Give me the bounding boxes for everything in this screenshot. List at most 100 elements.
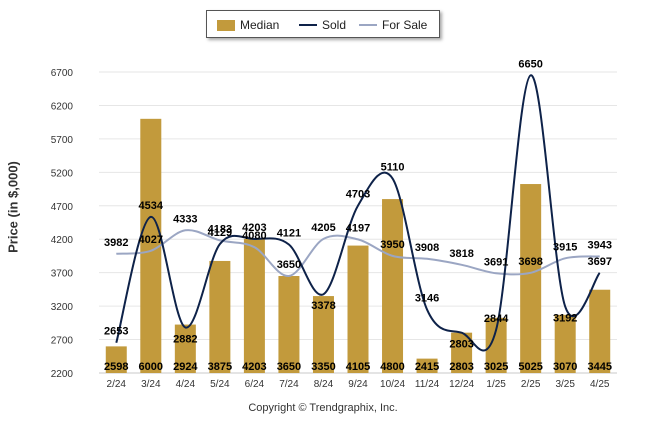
median-bar [278, 276, 300, 373]
y-axis-title: Price (in $,000) [6, 161, 21, 253]
y-tick-label: 2700 [51, 336, 74, 347]
median-data-label: 6000 [139, 361, 163, 373]
legend-label-forsale: For Sale [382, 18, 428, 32]
series-lines [115, 74, 601, 352]
sold-data-label: 4703 [346, 189, 370, 201]
median-bar [105, 346, 127, 373]
forsale-data-label: 4333 [173, 213, 197, 225]
x-tick-label: 8/24 [314, 379, 334, 390]
sold-data-label: 3378 [311, 300, 335, 312]
legend-item-forsale: For Sale [359, 11, 427, 39]
sold-data-label: 3146 [415, 293, 439, 305]
legend-swatch-forsale [359, 24, 377, 26]
legend-label-sold: Sold [322, 18, 347, 32]
sold-data-label: 4121 [277, 228, 301, 240]
median-bar [589, 289, 611, 373]
x-tick-label: 4/25 [590, 379, 610, 390]
legend-label-median: Median [240, 18, 280, 32]
y-axis-title-text: Price (in $,000) [5, 161, 21, 253]
x-tick-label: 7/24 [279, 379, 299, 390]
sold-data-label: 2844 [484, 313, 509, 325]
sold-data-label: 2653 [104, 326, 128, 338]
y-tick-label: 6200 [51, 101, 74, 112]
forsale-data-label: 3818 [449, 248, 473, 260]
median-data-label: 2598 [104, 361, 128, 373]
forsale-data-label: 3650 [277, 259, 301, 271]
sold-data-label: 2803 [449, 339, 473, 351]
median-data-label: 3350 [311, 361, 335, 373]
median-data-label: 2924 [173, 361, 198, 373]
forsale-data-label: 4205 [311, 222, 335, 234]
sold-data-label: 3192 [553, 313, 577, 325]
legend-item-median: Median [217, 11, 279, 39]
x-tick-label: 9/24 [348, 379, 368, 390]
median-data-label: 2803 [449, 361, 473, 373]
median-bar [174, 324, 196, 373]
sold-data-label: 2882 [173, 333, 197, 345]
forsale-data-label: 4183 [208, 223, 232, 235]
y-axis: 2200 2700 3200 3700 4200 4700 5200 5700 6200 6700 [51, 68, 74, 380]
y-tick-label: 3200 [51, 302, 74, 313]
y-tick-label: 4200 [51, 235, 74, 246]
legend-swatch-sold [299, 24, 317, 26]
y-tick-label: 5700 [51, 135, 74, 146]
forsale-data-label: 4027 [139, 234, 163, 246]
sold-data-label: 4129 [208, 227, 232, 239]
x-tick-label: 1/25 [486, 379, 506, 390]
median-data-label: 3025 [484, 361, 508, 373]
forsale-data-label: 3908 [415, 242, 439, 254]
median-bar [451, 332, 473, 373]
median-bar [347, 245, 369, 373]
y-tick-label: 5200 [51, 168, 74, 179]
legend-swatch-median [217, 19, 235, 31]
median-bar [554, 314, 576, 373]
median-data-label: 3650 [277, 361, 301, 373]
median-bar [140, 118, 162, 373]
copyright-text: Copyright © Trendgraphix, Inc. [248, 402, 398, 414]
x-tick-label: 3/24 [141, 379, 161, 390]
median-bar [209, 260, 231, 373]
x-axis: 2/24 3/24 4/24 5/24 6/24 7/24 8/24 9/24 10/24 11/… [107, 379, 610, 390]
sold-data-label: 6650 [518, 58, 542, 70]
x-tick-label: 6/24 [245, 379, 265, 390]
forsale-line [116, 229, 600, 277]
median-data-label: 5025 [518, 361, 542, 373]
x-tick-label: 3/25 [555, 379, 575, 390]
median-bar [520, 184, 542, 373]
forsale-data-label: 4197 [346, 222, 370, 234]
data-labels: 2598 6000 2924 3875 4203 3650 3350 4105 4800 2415… [104, 58, 612, 373]
sold-data-label: 4534 [139, 200, 164, 212]
sold-data-label: 5110 [381, 161, 405, 173]
median-data-label: 3070 [553, 361, 577, 373]
y-tick-label: 4700 [51, 202, 74, 213]
y-tick-label: 3700 [51, 269, 74, 280]
legend: Median Sold For Sale [206, 10, 440, 38]
forsale-data-label: 3943 [587, 239, 611, 251]
legend-item-sold: Sold [299, 11, 346, 39]
forsale-data-label: 3691 [484, 256, 508, 268]
sold-data-label: 3697 [587, 256, 611, 268]
median-bars [105, 118, 611, 373]
y-tick-label: 2200 [51, 369, 74, 380]
median-bar [312, 296, 334, 373]
x-tick-label: 5/24 [210, 379, 230, 390]
median-bar [243, 239, 265, 373]
forsale-data-label: 3915 [553, 241, 577, 253]
median-data-label: 4203 [242, 361, 266, 373]
x-tick-label: 11/24 [415, 379, 440, 390]
forsale-data-label: 3698 [518, 256, 542, 268]
forsale-data-label: 3950 [380, 239, 404, 251]
x-tick-label: 12/24 [449, 379, 474, 390]
sold-line [115, 74, 601, 352]
median-bar [416, 358, 438, 373]
median-data-label: 3445 [587, 361, 611, 373]
y-tick-label: 6700 [51, 68, 74, 79]
sold-data-label: 4203 [242, 222, 266, 234]
median-bar [485, 317, 507, 373]
median-data-label: 3875 [208, 361, 232, 373]
x-tick-label: 10/24 [380, 379, 405, 390]
x-tick-label: 2/24 [107, 379, 127, 390]
forsale-data-label: 4080 [242, 230, 266, 242]
